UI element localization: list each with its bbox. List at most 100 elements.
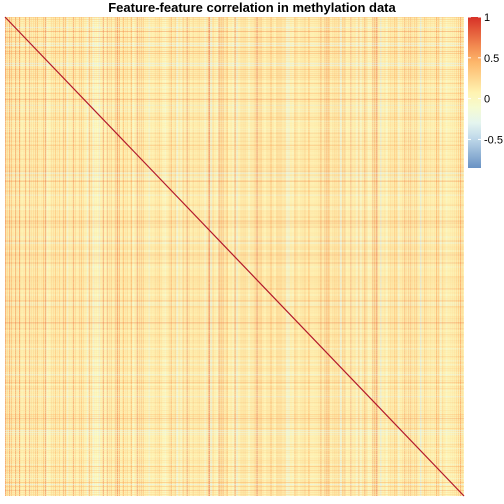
heatmap-row-band	[5, 398, 464, 400]
heatmap-column-band	[96, 17, 98, 496]
heatmap-column-band	[78, 17, 81, 496]
heatmap-column-band	[36, 17, 39, 496]
heatmap-row-band	[5, 114, 464, 116]
heatmap-row-band	[5, 64, 464, 66]
heatmap-column-band	[210, 17, 212, 496]
heatmap-row-band	[5, 122, 464, 124]
heatmap-row-band	[5, 438, 464, 440]
heatmap-row-band	[5, 464, 464, 466]
heatmap-row-band	[5, 38, 464, 40]
heatmap-column-band	[400, 17, 402, 496]
heatmap-column-band	[298, 17, 300, 496]
heatmap-row-band	[5, 472, 464, 474]
heatmap-column-band	[108, 17, 110, 496]
heatmap-row-band	[5, 354, 464, 356]
heatmap-column-band	[224, 17, 226, 496]
heatmap-row-band	[5, 320, 464, 322]
heatmap-row-band	[5, 22, 464, 24]
heatmap-column-band	[110, 17, 112, 496]
heatmap-column-band	[58, 17, 61, 496]
heatmap-row-band	[5, 424, 464, 426]
heatmap-row-band	[5, 306, 464, 308]
heatmap-column-band	[260, 17, 262, 496]
heatmap-column-band	[54, 17, 57, 496]
heatmap-row-band	[5, 102, 464, 104]
heatmap-row-band	[5, 186, 464, 188]
heatmap-column-band	[372, 17, 374, 496]
heatmap-row-band	[5, 384, 464, 386]
heatmap-column-band	[214, 17, 216, 496]
heatmap-column-band	[366, 17, 368, 496]
heatmap-row-band	[5, 126, 464, 128]
heatmap-column-band	[188, 17, 190, 496]
heatmap-column-band	[154, 17, 156, 496]
heatmap-row-band	[5, 194, 464, 196]
heatmap-column-band	[246, 17, 248, 496]
heatmap-row-band	[5, 262, 464, 264]
heatmap-row-band	[5, 318, 464, 320]
heatmap-column-band	[326, 17, 328, 496]
heatmap-row-band	[5, 110, 464, 112]
heatmap-column-band	[268, 17, 270, 496]
heatmap-column-band	[344, 17, 346, 496]
heatmap-column-band	[206, 17, 208, 496]
heatmap-column-band	[266, 17, 268, 496]
heatmap-row-band	[5, 168, 464, 170]
heatmap-row-band	[5, 394, 464, 396]
heatmap-column-band	[408, 17, 410, 496]
heatmap-column-band	[360, 17, 362, 496]
heatmap-row-band	[5, 272, 464, 274]
heatmap-column-band	[440, 17, 442, 496]
heatmap-column-band	[170, 17, 172, 496]
heatmap-column-band	[196, 17, 198, 496]
heatmap-row-band	[5, 322, 464, 324]
heatmap-column-band	[284, 17, 286, 496]
heatmap-row-band	[5, 456, 464, 458]
heatmap-row-band	[5, 434, 464, 436]
heatmap-row-band	[5, 250, 464, 252]
heatmap-row-band	[5, 118, 464, 120]
heatmap-row-band	[5, 332, 464, 334]
heatmap-row-band	[5, 242, 464, 244]
heatmap-column-band	[16, 17, 19, 496]
heatmap-column-band	[76, 17, 79, 496]
heatmap-row-band	[5, 342, 464, 344]
heatmap-column-band	[446, 17, 448, 496]
heatmap-row-band	[5, 346, 464, 348]
heatmap-column-band	[134, 17, 136, 496]
heatmap-row-band	[5, 100, 464, 102]
heatmap-column-band	[362, 17, 364, 496]
heatmap-row-band	[5, 17, 464, 18]
heatmap-row-band	[5, 488, 464, 490]
heatmap-column-band	[348, 17, 350, 496]
heatmap-column-band	[438, 17, 440, 496]
heatmap-row-band	[5, 288, 464, 290]
heatmap-column-band	[112, 17, 114, 496]
heatmap-column-band	[384, 17, 386, 496]
heatmap-row-band	[5, 364, 464, 366]
heatmap-row-band	[5, 28, 464, 30]
heatmap-row-band	[5, 468, 464, 470]
heatmap-row-band	[5, 244, 464, 246]
heatmap-column-band	[180, 17, 182, 496]
heatmap-column-band	[374, 17, 376, 496]
heatmap-row-band	[5, 478, 464, 480]
heatmap-column-band	[334, 17, 336, 496]
heatmap-column-band	[254, 17, 256, 496]
heatmap-row-band	[5, 116, 464, 118]
heatmap-column-band	[314, 17, 316, 496]
heatmap-column-band	[62, 17, 65, 496]
heatmap-row-band	[5, 374, 464, 376]
heatmap-row-band	[5, 458, 464, 460]
heatmap-row-band	[5, 274, 464, 276]
heatmap-row-band	[5, 454, 464, 456]
heatmap-row-band	[5, 84, 464, 86]
heatmap-column-band	[422, 17, 424, 496]
heatmap-column-band	[310, 17, 312, 496]
heatmap-row-band	[5, 436, 464, 438]
heatmap-row-band	[5, 218, 464, 220]
heatmap-column-band	[56, 17, 59, 496]
heatmap-column-band	[346, 17, 348, 496]
heatmap-column-band	[40, 17, 43, 496]
heatmap-column-band	[208, 17, 210, 496]
